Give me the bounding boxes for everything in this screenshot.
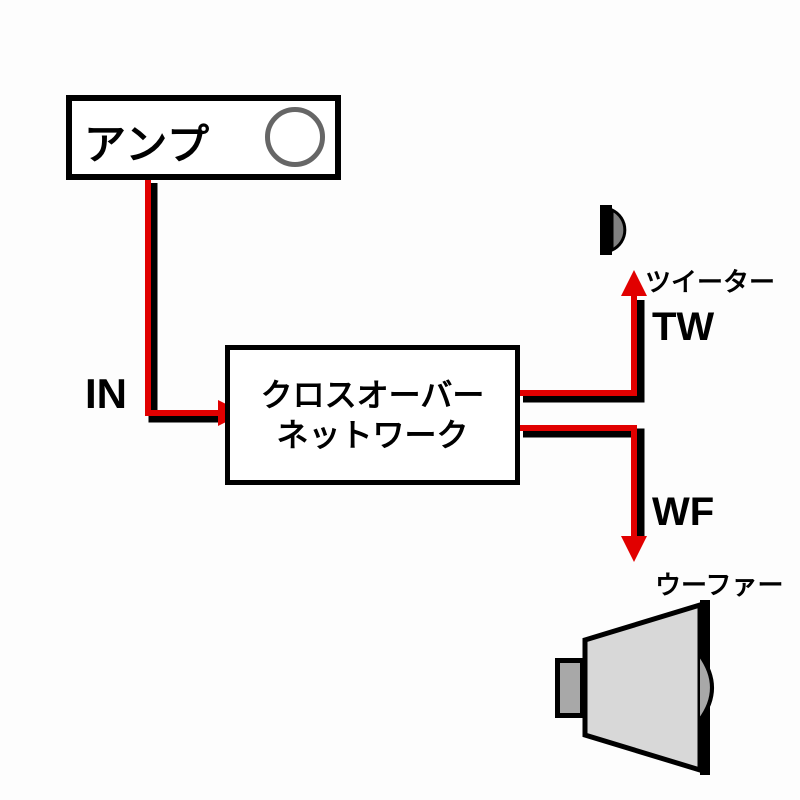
label-in: IN bbox=[85, 370, 127, 418]
label-wf: WF bbox=[652, 490, 714, 535]
arrow-wf bbox=[621, 536, 647, 562]
arrow-tw bbox=[621, 270, 647, 296]
crossover-label: クロスオーバー ネットワーク bbox=[261, 375, 485, 455]
label-woofer-jp: ウーファー bbox=[655, 565, 783, 602]
amp-knob-icon bbox=[265, 107, 325, 167]
amp-box: アンプ bbox=[66, 95, 341, 180]
label-tw: TW bbox=[652, 305, 714, 350]
amp-label: アンプ bbox=[84, 111, 210, 172]
label-tweeter-jp: ツイーター bbox=[645, 262, 775, 299]
diagram-stage: アンプ クロスオーバー ネットワーク IN TW WF ツイーター ウーファー bbox=[0, 0, 800, 800]
crossover-box: クロスオーバー ネットワーク bbox=[225, 345, 520, 485]
tweeter-icon bbox=[600, 205, 625, 255]
woofer-icon bbox=[555, 600, 712, 775]
